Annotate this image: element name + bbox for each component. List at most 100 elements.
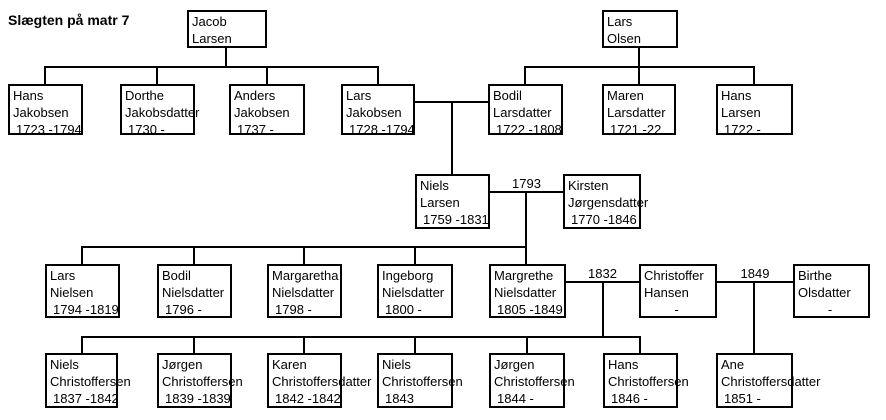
connector-drop-ingeborg <box>414 246 416 266</box>
person-dates: 1805 -1849 <box>497 302 563 317</box>
connector-children-line-jacob <box>44 66 379 68</box>
person-dates: 1839 -1839 <box>165 391 231 406</box>
person-name: Margaretha <box>272 268 339 283</box>
person-dates: 1770 -1846 <box>571 212 637 227</box>
connector-drop-dorthe <box>156 66 158 86</box>
person-name: Nielsdatter <box>494 285 557 300</box>
person-name: Larsdatter <box>493 105 552 120</box>
chart-title: Slægten på matr 7 <box>8 12 130 28</box>
connector-stem-niels-larsen <box>451 101 453 176</box>
person-dates: 1846 - <box>611 391 648 406</box>
connector-drop-anders <box>266 66 268 86</box>
person-name: Lars <box>50 268 76 283</box>
person-name: Nielsdatter <box>382 285 445 300</box>
person-box-karen-christoffersdatter[interactable]: Karen Christoffersdatter 1842 -1842 <box>267 353 372 408</box>
person-name: Christoffersen <box>50 374 131 389</box>
person-name: Lars <box>346 88 372 103</box>
person-box-margrethe-nielsdatter[interactable]: Margrethe Nielsdatter 1805 -1849 <box>489 264 566 318</box>
connector-drop-karen <box>303 336 305 355</box>
person-name: Karen <box>272 357 307 372</box>
person-dates: 1798 - <box>275 302 312 317</box>
connector-drop-hans-christoffersen <box>639 336 641 355</box>
person-name: Bodil <box>162 268 191 283</box>
person-name: Kirsten <box>568 178 609 193</box>
person-dates: 1723 -1794 <box>16 122 82 137</box>
person-dates: 1730 - <box>128 122 165 137</box>
person-name: Jørgen <box>162 357 203 372</box>
connector-stem-lars-olsen <box>638 46 640 68</box>
person-name: Christoffersen <box>494 374 575 389</box>
person-name: Christoffersen <box>382 374 463 389</box>
connector-drop-bodil-nielsdatter <box>193 246 195 266</box>
person-box-lars-jakobsen[interactable]: Lars Jakobsen 1728 -1794 <box>341 84 415 137</box>
connector-stem-ane <box>753 281 755 355</box>
person-name: Jakobsen <box>346 105 402 120</box>
person-box-jorgen-christoffersen-1839[interactable]: Jørgen Christoffersen 1839 -1839 <box>157 353 243 408</box>
connector-drop-lars-jakobsen <box>377 66 379 86</box>
connector-drop-bodil-larsdatter <box>524 66 526 86</box>
person-box-ingeborg-nielsdatter[interactable]: Ingeborg Nielsdatter 1800 - <box>377 264 453 318</box>
person-name: Lars <box>607 14 633 29</box>
person-box-margaretha-nielsdatter[interactable]: Margaretha Nielsdatter 1798 - <box>267 264 342 318</box>
connector-marriage-christoffer-birthe <box>715 281 795 283</box>
person-name: Niels <box>420 178 449 193</box>
person-box-niels-christoffersen-1837[interactable]: Niels Christoffersen 1837 -1842 <box>45 353 131 408</box>
person-box-bodil-larsdatter[interactable]: Bodil Larsdatter 1722 -1808 <box>488 84 563 137</box>
person-dates: 1737 - <box>237 122 274 137</box>
person-dates: 1842 -1842 <box>275 391 341 406</box>
person-box-lars-nielsen[interactable]: Lars Nielsen 1794 -1819 <box>45 264 120 318</box>
person-name: Olsen <box>607 31 641 46</box>
person-box-niels-larsen[interactable]: Niels Larsen 1759 -1831 <box>415 174 490 229</box>
marriage-year-label-1832: 1832 <box>588 266 617 281</box>
person-dates: 1759 -1831 <box>423 212 489 227</box>
person-box-christoffer-hansen[interactable]: Christoffer Hansen - <box>639 264 717 318</box>
connector-drop-niels-christoffersen-1843 <box>414 336 416 355</box>
person-name: Hans <box>721 88 752 103</box>
person-box-jorgen-christoffersen-1844[interactable]: Jørgen Christoffersen 1844 - <box>489 353 575 408</box>
marriage-year-label-1849: 1849 <box>740 266 770 281</box>
person-box-anders-jakobsen[interactable]: Anders Jakobsen 1737 - <box>229 84 305 137</box>
person-dates: 1843 <box>385 391 414 406</box>
connector-drop-hans-larsen <box>753 66 755 86</box>
person-name: Christoffersen <box>162 374 243 389</box>
person-name: Hansen <box>644 285 689 300</box>
person-dates: - <box>827 302 833 317</box>
person-name: Margrethe <box>494 268 554 283</box>
person-dates: 1800 - <box>385 302 422 317</box>
person-name: Jakobsdatter <box>125 105 200 120</box>
person-name: Olsdatter <box>798 285 851 300</box>
person-name: Larsen <box>192 31 232 46</box>
person-name: Jakobsen <box>234 105 290 120</box>
person-box-birthe-olsdatter[interactable]: Birthe Olsdatter - <box>793 264 870 318</box>
person-name: Nielsdatter <box>162 285 225 300</box>
person-name: Hans <box>13 88 44 103</box>
person-box-ane-christoffersdatter[interactable]: Ane Christoffersdatter 1851 - <box>716 353 820 408</box>
connector-stem-niels-kirsten-children <box>525 191 527 266</box>
person-dates: - <box>674 302 679 317</box>
person-box-kirsten-jorgensdatter[interactable]: Kirsten Jørgensdatter 1770 -1846 <box>563 174 648 229</box>
person-box-hans-larsen[interactable]: Hans Larsen 1722 - <box>716 84 793 137</box>
connector-children-line-1832 <box>81 336 641 338</box>
person-box-jacob-larsen[interactable]: Jacob Larsen <box>187 10 267 48</box>
person-name: Larsen <box>420 195 460 210</box>
person-name: Christoffersdatter <box>272 374 372 389</box>
connector-drop-jorgen-christoffersen-1839 <box>193 336 195 355</box>
person-name: Jørgen <box>494 357 535 372</box>
person-box-lars-olsen[interactable]: Lars Olsen <box>602 10 678 48</box>
person-box-maren-larsdatter[interactable]: Maren Larsdatter 1721 -22 <box>602 84 676 137</box>
person-dates: 1721 -22 <box>610 122 662 137</box>
person-box-niels-christoffersen-1843[interactable]: Niels Christoffersen 1843 <box>377 353 463 408</box>
connector-drop-margaretha <box>303 246 305 266</box>
person-name: Larsen <box>721 105 761 120</box>
person-dates: 1722 -1808 <box>496 122 562 137</box>
person-box-dorthe-jakobsdatter[interactable]: Dorthe Jakobsdatter 1730 - <box>120 84 200 137</box>
person-name: Ane <box>721 357 745 372</box>
person-name: Maren <box>607 88 644 103</box>
connector-drop-maren <box>638 66 640 86</box>
person-dates: 1851 - <box>724 391 761 406</box>
person-box-hans-christoffersen[interactable]: Hans Christoffersen 1846 - <box>603 353 689 408</box>
person-box-bodil-nielsdatter[interactable]: Bodil Nielsdatter 1796 - <box>157 264 232 318</box>
person-name: Birthe <box>798 268 832 283</box>
person-dates: 1837 -1842 <box>53 391 119 406</box>
person-box-hans-jakobsen[interactable]: Hans Jakobsen 1723 -1794 <box>8 84 83 137</box>
